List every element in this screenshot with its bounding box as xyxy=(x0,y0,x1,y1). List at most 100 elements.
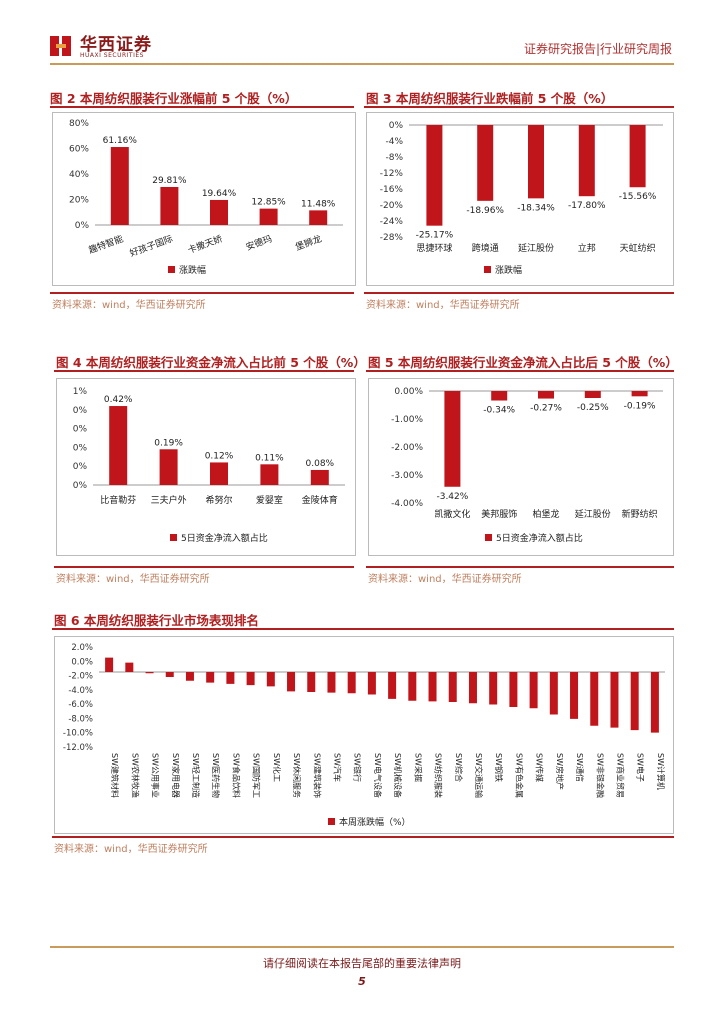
fig4-category-label: 三夫户外 xyxy=(151,494,187,506)
fig3-bar xyxy=(426,125,443,226)
fig2-category-label: 安德玛 xyxy=(244,233,273,254)
fig5-source: 资料来源：wind，华西证券研究所 xyxy=(368,574,522,585)
fig6-bar xyxy=(185,672,194,681)
fig4-chart-panel: 0% 0% 0% 0% 0% 1% 0.42% 比音勒芬 0.19% 三夫户外 0.12% 希努尔 0.… xyxy=(56,378,356,556)
fig4-bar xyxy=(310,469,329,485)
fig3-legend-label: 涨跌幅 xyxy=(495,264,522,276)
fig2-bar xyxy=(309,210,328,225)
fig2-category-label: 卡撒天娇 xyxy=(186,233,224,257)
fig6-bar xyxy=(367,672,376,695)
fig6-bar xyxy=(549,672,558,715)
fig3-ytick: 0% xyxy=(389,121,404,131)
fig4-value-label: 0.11% xyxy=(255,453,284,463)
fig5-value-label: -0.27% xyxy=(530,404,562,414)
footer-disclaimer: 请仔细阅读在本报告尾部的重要法律声明 xyxy=(263,957,461,970)
fig4-bar xyxy=(159,449,178,485)
fig3-bar xyxy=(629,125,646,188)
fig3-ytick: -28% xyxy=(380,233,404,243)
fig5-ytick: 0.00% xyxy=(394,387,423,397)
fig6-category-label: SW化工 xyxy=(272,753,282,782)
fig3-source: 资料来源：wind，华西证券研究所 xyxy=(366,300,520,311)
fig6-bar xyxy=(226,672,235,684)
fig6-bar xyxy=(347,672,356,694)
brand-name-en: HUAXI SECURITIES xyxy=(80,52,144,59)
fig4-ytick: 0% xyxy=(73,443,88,453)
fig3-ytick: -12% xyxy=(380,169,404,179)
fig6-category-label: SW建筑材料 xyxy=(110,753,120,798)
fig5-legend-swatch xyxy=(485,534,492,541)
fig6-bar xyxy=(650,672,659,733)
fig3-ytick: -8% xyxy=(385,153,403,163)
fig2-value-label: 11.48% xyxy=(301,199,336,209)
fig5-value-label: -0.19% xyxy=(624,401,656,411)
fig5-legend-label: 5日资金净流入额占比 xyxy=(496,532,583,544)
fig5-value-label: -0.34% xyxy=(483,406,515,416)
fig3-title-rule xyxy=(364,106,674,108)
fig3-value-label: -17.80% xyxy=(568,201,606,211)
fig5-ytick: -3.00% xyxy=(391,471,423,481)
fig6-category-label: SW纺织服装 xyxy=(434,753,444,798)
fig4-bar xyxy=(210,462,228,485)
fig3-bar xyxy=(477,125,494,201)
fig4-title: 图 4 本周纺织服装行业资金净流入占比前 5 个股（%） xyxy=(56,355,366,370)
fig2-title: 图 2 本周纺织服装行业涨幅前 5 个股（%） xyxy=(50,91,298,106)
fig2-legend: 涨跌幅 xyxy=(168,264,206,276)
fig3-value-label: -18.96% xyxy=(466,206,504,216)
fig2-source-rule xyxy=(50,292,354,294)
fig2-ytick: 40% xyxy=(69,170,89,180)
fig6-bar xyxy=(590,672,599,726)
fig6-ytick: -2.0% xyxy=(68,672,93,682)
fig4-legend: 5日资金净流入额占比 xyxy=(170,532,268,544)
fig2-title-rule xyxy=(50,106,354,108)
fig2-ytick: 60% xyxy=(69,145,89,155)
fig5-value-label: -0.25% xyxy=(577,403,609,413)
fig6-bar xyxy=(468,672,477,704)
fig6-category-label: SW食品饮料 xyxy=(231,753,241,798)
fig2-bar xyxy=(210,199,228,225)
fig6-category-label: SW通信 xyxy=(575,753,585,782)
fig2-ytick: 80% xyxy=(69,119,89,129)
fig3-value-label: -18.34% xyxy=(517,203,555,213)
fig6-bar xyxy=(388,672,397,699)
fig3-legend: 涨跌幅 xyxy=(484,264,522,276)
fig6-ytick: -10.0% xyxy=(63,729,93,739)
fig6-bar xyxy=(125,662,134,672)
fig6-legend-swatch xyxy=(328,818,335,825)
fig6-source-rule xyxy=(52,836,674,838)
fig6-title-rule xyxy=(52,628,674,630)
fig4-category-label: 希努尔 xyxy=(205,494,232,506)
fig6-bar xyxy=(408,672,417,701)
fig3-bar xyxy=(528,125,544,199)
fig3-value-label: -15.56% xyxy=(619,192,657,202)
fig6-ytick: -4.0% xyxy=(68,686,93,696)
fig2-category-label: 堡狮龙 xyxy=(294,233,323,254)
fig4-value-label: 0.08% xyxy=(306,459,335,469)
fig6-category-label: SW非银金融 xyxy=(595,753,605,798)
fig6-legend: 本周涨跌幅（%） xyxy=(328,816,411,828)
fig6-category-label: SW轻工制造 xyxy=(191,753,201,798)
fig3-category-label: 天虹纺织 xyxy=(620,242,656,254)
page-number: 5 xyxy=(358,975,366,988)
fig6-ytick: -6.0% xyxy=(68,700,93,710)
fig6-category-label: SW电气设备 xyxy=(373,753,383,798)
fig5-bar xyxy=(538,391,554,399)
fig6-bar xyxy=(105,657,114,672)
fig6-category-label: SW医药生物 xyxy=(211,753,221,798)
fig6-category-label: SW房地产 xyxy=(555,753,565,790)
fig3-category-label: 跨境通 xyxy=(472,242,499,254)
fig5-category-label: 延江股份 xyxy=(575,508,611,520)
fig6-bar xyxy=(307,672,316,692)
fig4-category-label: 比音勒芬 xyxy=(100,494,136,506)
huaxi-logo-icon xyxy=(50,34,74,58)
fig6-category-label: SW综合 xyxy=(454,753,464,782)
fig4-category-label: 金陵体育 xyxy=(302,494,338,506)
fig6-bar xyxy=(570,672,579,719)
fig2-chart-panel: 0% 20% 40% 60% 80% 61.16% 趣特智能 29.81% 好孩子国际 19.64… xyxy=(52,112,356,286)
fig6-category-label: SW建筑装饰 xyxy=(312,753,322,798)
fig5-value-label: -3.42% xyxy=(436,492,468,502)
fig2-ytick: 0% xyxy=(75,221,90,231)
fig5-ytick: -1.00% xyxy=(391,415,423,425)
fig6-bar xyxy=(266,672,275,687)
fig2-category-label: 趣特智能 xyxy=(87,233,125,257)
fig6-ytick: -8.0% xyxy=(68,714,93,724)
